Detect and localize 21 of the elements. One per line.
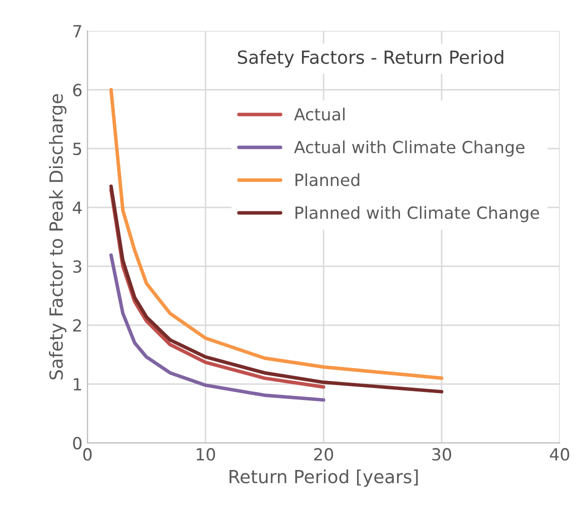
y-tick-label: 3 [73, 260, 82, 273]
text: Safety Factors - Return Period [238, 50, 504, 68]
y-tick-label: 7 [73, 25, 82, 38]
y-tick-label: 1 [74, 378, 82, 390]
y-tick-label: 0 [73, 436, 82, 450]
x-axis-title: Return Period [years] [230, 469, 418, 487]
x-tick-label: 10 [196, 448, 216, 461]
line-series [109, 253, 326, 402]
legend-label: Actual [294, 108, 345, 121]
y-axis-title: Safety Factor to Peak Discharge [48, 94, 66, 380]
x-tick-label: 30 [432, 448, 452, 461]
x-tick-label: 0 [83, 448, 92, 461]
y-tick-label: 5 [73, 142, 82, 156]
x-tick-label: 20 [314, 448, 334, 461]
legend-label: Planned [296, 173, 360, 186]
y-tick-label: 6 [73, 84, 82, 96]
legend-label: Planned with Climate Change [296, 206, 540, 222]
legend-label: Actual with Climate Change [294, 140, 524, 157]
x-tick-label: 40 [550, 448, 570, 461]
y-tick-label: 4 [72, 202, 82, 214]
y-tick-label: 2 [73, 319, 81, 332]
